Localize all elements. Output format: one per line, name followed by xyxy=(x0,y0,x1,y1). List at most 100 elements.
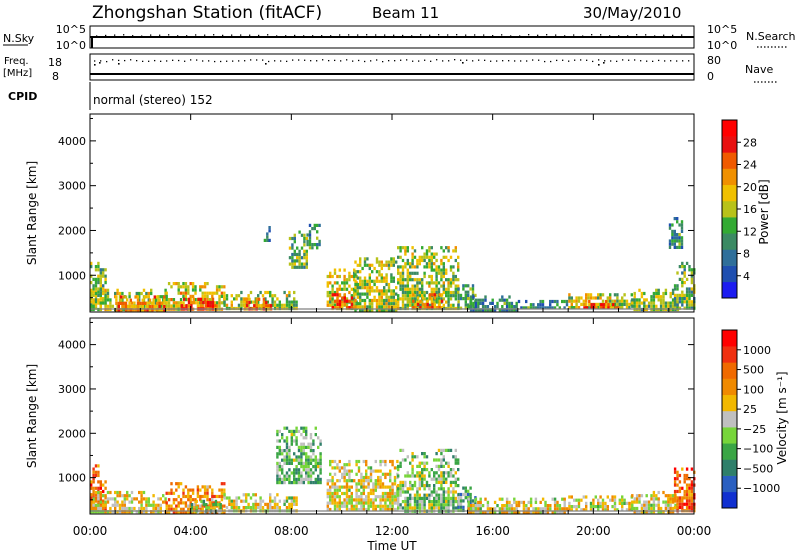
velocity-cell xyxy=(655,503,658,507)
velocity-cell xyxy=(664,494,668,498)
velocity-cell xyxy=(673,505,677,510)
velocity-cell xyxy=(312,452,315,456)
velocity-cell xyxy=(309,433,313,437)
power-cell xyxy=(688,300,691,304)
power-cell xyxy=(104,295,107,299)
power-cell xyxy=(421,246,424,250)
power-cell xyxy=(97,293,100,297)
velocity-cell xyxy=(317,445,320,449)
power-cell xyxy=(203,291,207,295)
power-cell xyxy=(199,300,203,305)
velocity-cell xyxy=(307,461,310,465)
power-cell xyxy=(454,258,457,263)
velocity-cell xyxy=(281,471,284,475)
velocity-cell xyxy=(673,470,677,474)
velocity-cell xyxy=(276,445,279,449)
power-cell xyxy=(191,285,195,289)
power-colorbar-swatch xyxy=(722,233,737,250)
velocity-cell xyxy=(440,471,443,475)
velocity-cell xyxy=(384,472,387,476)
n-search-dot xyxy=(555,34,557,36)
n-search-dot xyxy=(132,35,134,37)
power-cell xyxy=(454,246,457,250)
velocity-cell xyxy=(116,500,119,504)
power-cell xyxy=(676,303,679,307)
velocity-cell xyxy=(203,485,207,489)
velocity-cell xyxy=(297,461,301,465)
power-cell xyxy=(406,303,409,307)
velocity-cell xyxy=(673,477,677,481)
power-cell xyxy=(165,304,168,308)
power-cell xyxy=(477,305,480,309)
velocity-cell xyxy=(623,501,626,505)
velocity-cell xyxy=(350,491,353,496)
nave-dot xyxy=(118,59,120,62)
date-label: 30/May/2010 xyxy=(583,4,681,22)
power-cell xyxy=(285,300,289,304)
freq-right-tick-bottom: 0 xyxy=(707,70,714,83)
power-region xyxy=(467,295,518,312)
velocity-cell xyxy=(669,500,672,504)
power-cell xyxy=(438,306,441,310)
velocity-cell xyxy=(379,498,382,502)
velocity-cell xyxy=(645,494,648,498)
velocity-cell xyxy=(397,468,400,472)
power-cell xyxy=(293,303,296,307)
power-cell xyxy=(442,284,445,288)
velocity-cell xyxy=(295,442,298,446)
velocity-cell xyxy=(474,504,478,508)
power-cell xyxy=(288,300,291,304)
power-cell xyxy=(681,277,684,281)
velocity-cell xyxy=(673,480,677,484)
velocity-cell xyxy=(182,507,185,511)
velocity-cell xyxy=(597,508,600,512)
velocity-cell xyxy=(177,501,180,505)
nave-dot xyxy=(166,60,168,62)
power-cell xyxy=(392,292,395,296)
power-cell xyxy=(336,281,339,285)
power-cell xyxy=(683,300,686,304)
velocity-cell xyxy=(379,501,382,505)
power-cell xyxy=(436,306,439,310)
velocity-cell xyxy=(589,505,593,509)
velocity-cell xyxy=(94,490,98,495)
velocity-cell xyxy=(92,489,95,494)
velocity-cell xyxy=(348,507,351,512)
power-cell xyxy=(363,257,367,261)
velocity-cell xyxy=(377,485,380,489)
power-cell xyxy=(378,289,381,293)
velocity-cell xyxy=(200,499,203,503)
power-cell xyxy=(316,230,319,234)
power-cell xyxy=(196,304,200,308)
power-colorbar-tick-label: 20 xyxy=(743,181,757,194)
power-cell xyxy=(587,296,590,300)
velocity-cell xyxy=(657,497,660,501)
power-cell xyxy=(401,274,405,279)
velocity-cell xyxy=(355,504,358,508)
power-cell xyxy=(211,300,215,305)
power-colorbar-tick-label: 16 xyxy=(743,203,757,216)
power-cell xyxy=(285,294,289,298)
power-cell xyxy=(440,306,444,310)
power-cell xyxy=(618,306,621,310)
power-cell xyxy=(395,302,398,306)
velocity-cell xyxy=(556,510,559,514)
power-cell xyxy=(537,306,540,310)
velocity-cell xyxy=(640,494,644,498)
power-cell xyxy=(406,274,409,279)
velocity-cell xyxy=(123,503,126,507)
power-cell xyxy=(662,298,665,302)
power-cell xyxy=(611,299,614,303)
power-cell xyxy=(97,261,100,265)
power-cell xyxy=(165,291,168,295)
velocity-cell xyxy=(302,461,305,465)
velocity-cell xyxy=(628,505,631,509)
velocity-cell xyxy=(667,503,670,507)
power-cell xyxy=(267,304,270,308)
power-cell xyxy=(247,303,250,307)
velocity-cell xyxy=(604,501,607,505)
power-cell xyxy=(421,281,424,285)
velocity-cell xyxy=(391,482,394,486)
velocity-cell xyxy=(357,501,361,505)
